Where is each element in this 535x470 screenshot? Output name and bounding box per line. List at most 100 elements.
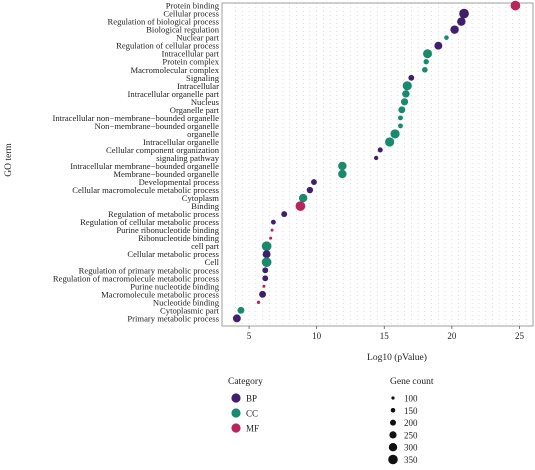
x-axis-title: Log10 (pValue) bbox=[367, 352, 427, 363]
category-legend-title: Category bbox=[228, 377, 263, 387]
bubble-point bbox=[256, 300, 261, 304]
bubble-point bbox=[402, 81, 412, 91]
term-label: Regulation of macromolecule metabolic pr… bbox=[53, 273, 220, 283]
category-legend-label: BP bbox=[246, 394, 257, 404]
bubble-point bbox=[434, 41, 443, 50]
size-legend-swatch bbox=[388, 443, 398, 452]
x-axis-ticks: 5 10 15 20 25 bbox=[247, 326, 525, 341]
term-label: Regulation of metabolic process bbox=[108, 209, 220, 219]
x-tick-label: 20 bbox=[447, 331, 457, 341]
bubble-point bbox=[262, 250, 271, 259]
term-label: Cellular process bbox=[163, 9, 219, 19]
bubble-point bbox=[237, 306, 245, 314]
term-label: Cellular component organization bbox=[106, 145, 220, 155]
size-legend-label: 250 bbox=[404, 430, 418, 440]
x-tick-label: 10 bbox=[312, 331, 322, 341]
term-label: Intracellular membrane−bounded organelle bbox=[70, 161, 219, 171]
size-legend-swatch bbox=[390, 419, 396, 426]
bubble-point bbox=[402, 90, 410, 98]
bubble-point bbox=[398, 115, 403, 121]
bubble-point bbox=[259, 290, 267, 298]
term-label: Developmental process bbox=[139, 177, 220, 187]
term-label: Nuclear part bbox=[176, 33, 219, 43]
bubble-point bbox=[270, 228, 274, 232]
term-label: Nucleus bbox=[191, 97, 220, 107]
bubble-point bbox=[459, 8, 469, 19]
bubble-point bbox=[373, 155, 379, 161]
bubble-point bbox=[261, 257, 272, 268]
term-label: Binding bbox=[191, 201, 219, 211]
size-legend-label: 150 bbox=[404, 406, 418, 416]
term-label: Protein binding bbox=[166, 1, 220, 11]
bubble-point bbox=[270, 219, 276, 225]
bubble-point bbox=[262, 267, 269, 274]
term-label: Intracellular organelle bbox=[143, 137, 219, 147]
term-label: Regulation of primary metabolic process bbox=[79, 265, 220, 275]
size-legend-items: 100 150 200 250 300 350 bbox=[388, 394, 418, 465]
size-legend-label: 350 bbox=[404, 455, 418, 465]
bubble-point bbox=[408, 74, 415, 81]
bubble-point bbox=[510, 0, 521, 11]
size-legend-swatch bbox=[390, 408, 396, 413]
category-legend-label: MF bbox=[246, 424, 259, 434]
y-axis-title: GO term bbox=[4, 143, 14, 177]
term-label: Primary metabolic process bbox=[127, 313, 219, 323]
term-label: Purine ribonucleotide binding bbox=[116, 225, 219, 235]
term-label: Cytoplasm bbox=[182, 193, 220, 203]
plot-frame bbox=[221, 2, 534, 327]
term-label: Macromolecular complex bbox=[130, 65, 219, 75]
term-label: Regulation of cellular process bbox=[116, 41, 220, 51]
category-legend-swatch bbox=[231, 393, 241, 403]
term-label: Membrane−bounded organelle bbox=[113, 169, 219, 179]
bubble-point bbox=[262, 275, 269, 282]
bubbles bbox=[232, 0, 521, 323]
bubble-point bbox=[377, 147, 383, 153]
bubble-point bbox=[398, 123, 403, 129]
term-label: Signaling bbox=[186, 73, 220, 83]
bubble-point bbox=[306, 186, 314, 194]
bubble-point bbox=[232, 314, 241, 323]
size-legend-label: 200 bbox=[404, 418, 418, 428]
bubble-point bbox=[444, 35, 449, 40]
bubble-point bbox=[311, 179, 317, 185]
category-legend-label: CC bbox=[246, 409, 258, 419]
bubble-point bbox=[261, 241, 272, 252]
term-label: Purine nucleotide binding bbox=[130, 281, 219, 291]
size-legend-title: Gene count bbox=[390, 377, 434, 387]
category-legend-swatch bbox=[231, 423, 241, 433]
bubble-point bbox=[423, 49, 433, 59]
grid-layer bbox=[235, 3, 527, 326]
x-tick-label: 25 bbox=[515, 331, 525, 341]
bubble-point bbox=[262, 284, 266, 288]
bubble-point bbox=[298, 193, 308, 203]
bubble-point bbox=[281, 211, 288, 218]
term-label: Cytoplasmic part bbox=[160, 305, 220, 315]
term-label: Regulation of biological process bbox=[108, 17, 220, 27]
term-label: Organelle part bbox=[170, 105, 220, 115]
term-label: cell part bbox=[191, 241, 220, 251]
term-label: Nucleotide binding bbox=[153, 297, 220, 307]
bubble-point bbox=[422, 66, 428, 73]
term-label: organelle bbox=[187, 129, 219, 139]
bubble-point bbox=[295, 201, 306, 211]
category-legend-items: BP CC MF bbox=[231, 393, 259, 434]
term-label: Macromolecule metabolic process bbox=[101, 289, 220, 299]
term-label: Intracellular bbox=[177, 81, 219, 91]
bubble-point bbox=[450, 25, 459, 34]
term-label: Cellular metabolic process bbox=[127, 249, 219, 259]
bubble-point bbox=[269, 236, 273, 240]
bubble-point bbox=[400, 98, 409, 106]
bubble-point bbox=[385, 137, 395, 147]
bubble-point bbox=[390, 129, 400, 139]
size-legend-label: 300 bbox=[404, 443, 418, 453]
size-legend: Gene count 100 150 200 250 300 350 bbox=[388, 377, 434, 465]
bubble-point bbox=[457, 17, 466, 26]
bubble-point bbox=[338, 161, 347, 171]
term-label: Intracellular part bbox=[162, 49, 220, 59]
term-label: Ribonucleotide binding bbox=[138, 233, 220, 243]
bubble-point bbox=[398, 106, 406, 114]
term-label: Intracellular non−membrane−bounded organ… bbox=[52, 113, 219, 123]
bubble-point bbox=[423, 59, 429, 65]
